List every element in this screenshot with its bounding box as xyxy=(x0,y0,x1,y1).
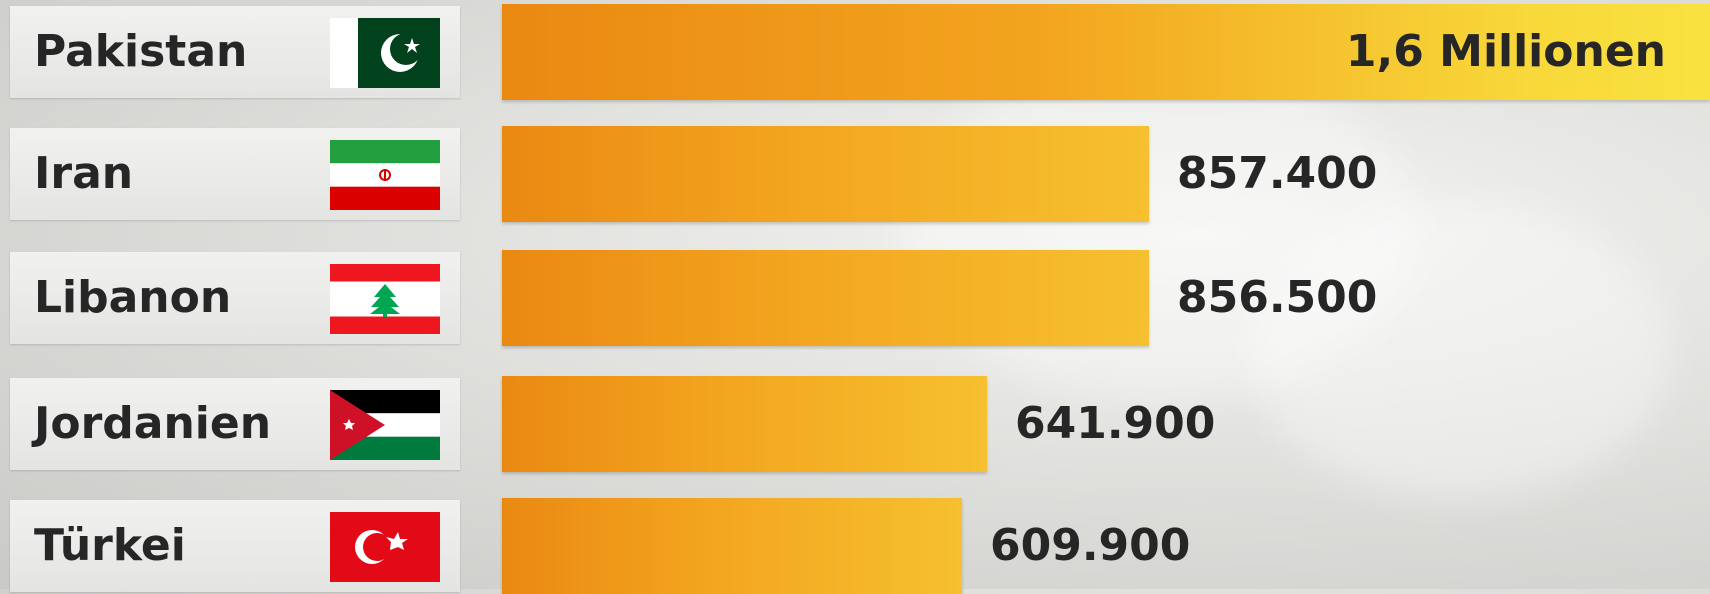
category-label-box: Jordanien xyxy=(10,378,460,470)
category-label: Iran xyxy=(34,148,134,199)
bar xyxy=(502,376,987,472)
bar xyxy=(502,498,962,594)
bar-row: Türkei 609.900 xyxy=(0,498,1710,594)
pakistan-flag-icon xyxy=(330,18,440,88)
category-label-box: Türkei xyxy=(10,500,460,592)
turkey-flag-icon xyxy=(330,512,440,582)
category-label: Jordanien xyxy=(34,398,272,449)
data-label: 1,6 Millionen xyxy=(1345,26,1666,77)
category-label: Pakistan xyxy=(34,26,248,77)
category-label-box: Pakistan xyxy=(10,6,460,98)
data-label: 856.500 xyxy=(1177,272,1378,323)
data-label: 857.400 xyxy=(1177,148,1378,199)
category-label: Türkei xyxy=(34,520,186,571)
bar xyxy=(502,250,1149,346)
bar-row: Pakistan 1,6 Millionen xyxy=(0,4,1710,100)
bar xyxy=(502,4,1710,100)
bar-row: Jordanien 641.900 xyxy=(0,376,1710,472)
iran-flag-icon xyxy=(330,140,440,210)
bar-row: Iran 857.400 xyxy=(0,126,1710,222)
category-label: Libanon xyxy=(34,272,232,323)
lebanon-flag-icon xyxy=(330,264,440,334)
data-label: 609.900 xyxy=(990,520,1191,571)
category-label-box: Libanon xyxy=(10,252,460,344)
bar xyxy=(502,126,1149,222)
data-label: 641.900 xyxy=(1015,398,1216,449)
category-label-box: Iran xyxy=(10,128,460,220)
bar-row: Libanon 856.500 xyxy=(0,250,1710,346)
jordan-flag-icon xyxy=(330,390,440,460)
